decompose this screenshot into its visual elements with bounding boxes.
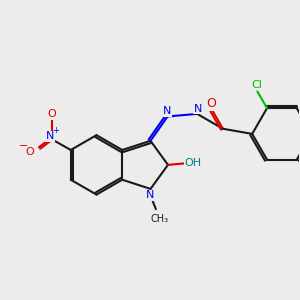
Text: N: N [163, 106, 171, 116]
Text: Cl: Cl [251, 80, 262, 90]
Text: N: N [194, 103, 202, 113]
Text: CH₃: CH₃ [150, 214, 169, 224]
Text: OH: OH [184, 158, 201, 168]
Text: O: O [206, 97, 216, 110]
Text: N: N [146, 190, 154, 200]
Text: −: − [19, 141, 28, 151]
Text: O: O [48, 110, 56, 119]
Text: N: N [46, 131, 54, 142]
Text: +: + [52, 126, 59, 135]
Text: O: O [25, 147, 34, 157]
